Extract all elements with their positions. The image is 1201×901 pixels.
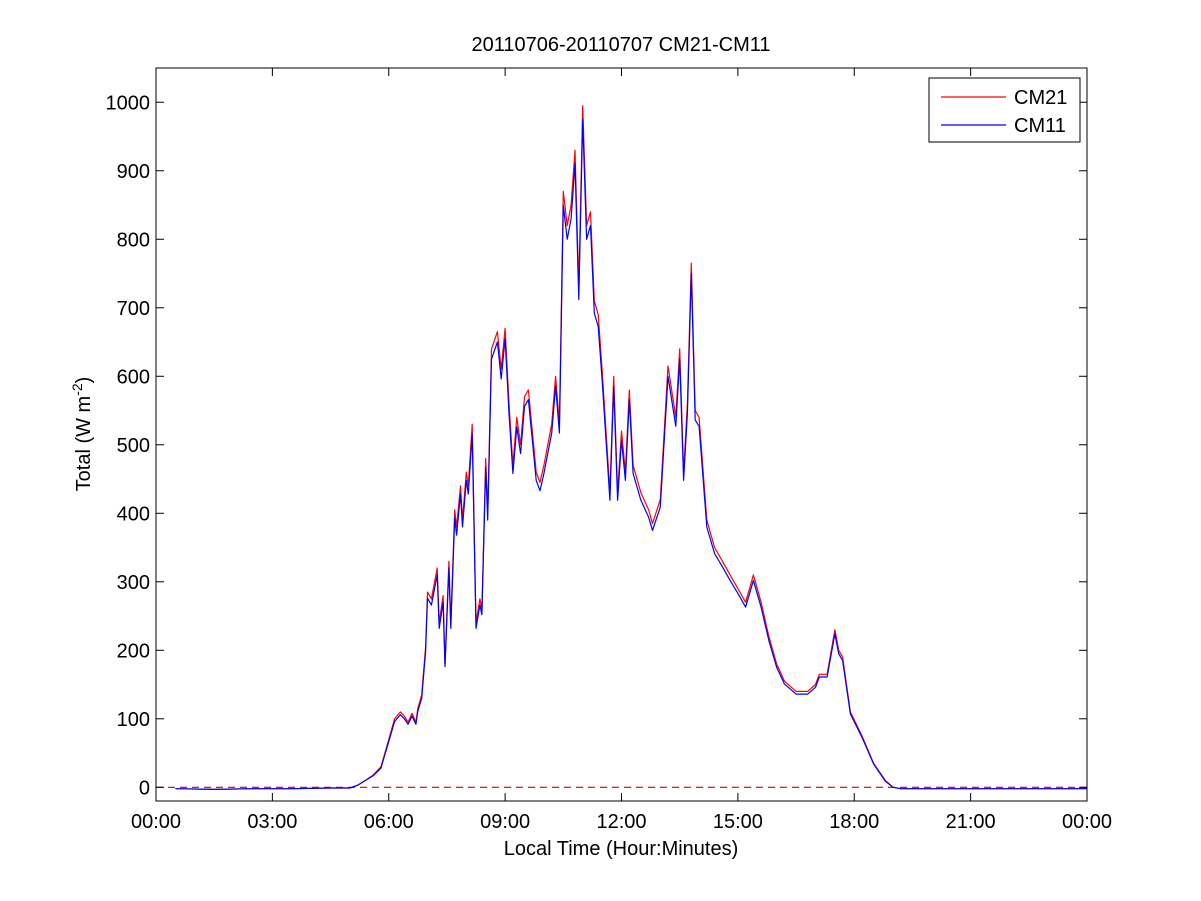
y-axis-label-main: Total (W m bbox=[73, 396, 95, 492]
y-tick-label: 300 bbox=[117, 572, 150, 594]
chart-title: 20110706-20110707 CM21-CM11 bbox=[471, 34, 770, 56]
legend-label-cm11: CM11 bbox=[1014, 115, 1066, 137]
y-axis-label-superscript: -2 bbox=[69, 383, 85, 396]
x-tick-label: 12:00 bbox=[596, 811, 646, 833]
y-tick-label: 700 bbox=[117, 298, 150, 320]
x-tick-label: 21:00 bbox=[946, 811, 996, 833]
y-tick-label: 600 bbox=[117, 366, 150, 388]
legend-label-cm21: CM21 bbox=[1014, 87, 1067, 109]
series-line-cm11 bbox=[175, 118, 1087, 790]
y-tick-label: 500 bbox=[117, 435, 150, 457]
y-tick-label: 1000 bbox=[106, 92, 151, 114]
x-axis: 00:00 03:00 06:00 09:00 12:00 15:00 18:00 21:00… bbox=[131, 68, 1112, 833]
series-layer bbox=[175, 105, 1087, 790]
y-tick-label: 200 bbox=[117, 640, 150, 662]
x-axis-label: Local Time (Hour:Minutes) bbox=[504, 838, 739, 860]
legend-box bbox=[928, 77, 1081, 143]
y-axis: 0 100 200 300 400 500 600 700 800 900 1000 bbox=[106, 92, 1087, 799]
x-tick-label: 06:00 bbox=[364, 811, 414, 833]
y-tick-label: 800 bbox=[117, 229, 150, 251]
y-tick-label: 0 bbox=[139, 777, 150, 799]
legend: CM21 CM11 bbox=[928, 77, 1081, 143]
y-tick-label: 900 bbox=[117, 161, 150, 183]
y-tick-label: 100 bbox=[117, 709, 150, 731]
plot-area bbox=[156, 105, 1087, 790]
y-tick-label: 400 bbox=[117, 503, 150, 525]
x-tick-label: 03:00 bbox=[247, 811, 297, 833]
x-tick-label: 15:00 bbox=[713, 811, 763, 833]
x-tick-label: 00:00 bbox=[1062, 811, 1112, 833]
x-tick-label: 00:00 bbox=[131, 811, 181, 833]
x-tick-label: 09:00 bbox=[480, 811, 530, 833]
y-axis-label: Total (W m-2) bbox=[69, 377, 95, 492]
y-axis-label-suffix: ) bbox=[73, 377, 95, 384]
x-tick-label: 18:00 bbox=[829, 811, 879, 833]
